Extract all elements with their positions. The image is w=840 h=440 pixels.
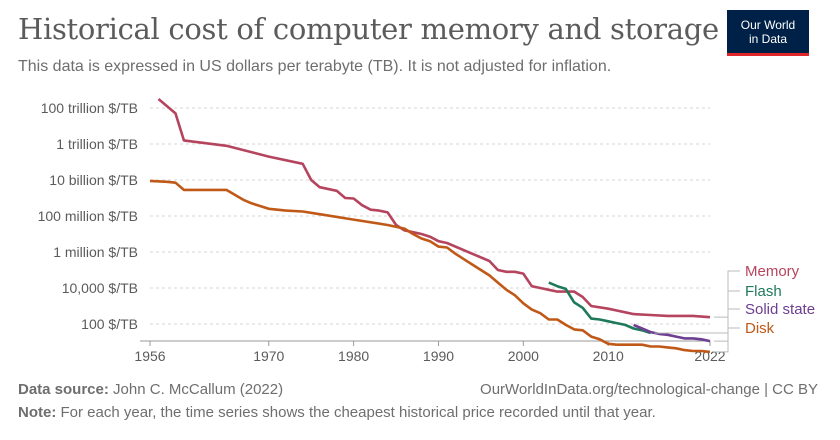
source-line: Data source: John C. McCallum (2022): [18, 381, 283, 398]
x-tick-label: 1980: [338, 348, 369, 364]
x-tick-label: 2010: [593, 348, 624, 364]
y-tick-label: 1 million $/TB: [53, 244, 138, 260]
label-connector: [714, 308, 740, 342]
x-tick-label: 1956: [134, 348, 165, 364]
chart-title: Historical cost of computer memory and s…: [18, 12, 719, 46]
logo-line-2: in Data: [748, 32, 788, 46]
y-tick-label: 100 million $/TB: [38, 208, 138, 224]
x-tick-label: 2000: [508, 348, 539, 364]
series-label-memory[interactable]: Memory: [745, 263, 800, 280]
url-link[interactable]: OurWorldInData.org/technological-change …: [480, 381, 818, 398]
owid-logo[interactable]: Our World in Data: [727, 10, 809, 56]
label-connector: [714, 270, 740, 318]
note-label: Note:: [18, 404, 57, 421]
y-tick-label: 100 $/TB: [81, 316, 138, 332]
y-tick-label: 1 trillion $/TB: [56, 136, 138, 152]
series-line-solid-state[interactable]: [633, 323, 711, 343]
gridlines: [150, 107, 710, 325]
label-connector: [714, 327, 740, 353]
chart-subtitle: This data is expressed in US dollars per…: [18, 58, 612, 75]
note-text: For each year, the time series shows the…: [60, 404, 656, 421]
y-tick-label: 100 trillion $/TB: [41, 100, 138, 116]
x-tick-label: 1970: [253, 348, 284, 364]
series-label-flash[interactable]: Flash: [745, 283, 782, 300]
series-line-disk[interactable]: [149, 179, 711, 354]
source-label: Data source:: [18, 381, 109, 398]
series-line-memory[interactable]: [157, 98, 711, 319]
y-tick-label: 10 billion $/TB: [49, 172, 138, 188]
series-label-solid-state[interactable]: Solid state: [745, 301, 815, 318]
note-line: Note: For each year, the time series sho…: [18, 404, 656, 421]
series-label-disk[interactable]: Disk: [745, 320, 775, 337]
series-line-flash[interactable]: [548, 281, 651, 335]
series-lines: [149, 98, 711, 354]
label-connector: [654, 290, 740, 334]
y-tick-label: 10,000 $/TB: [62, 280, 138, 296]
source-text[interactable]: John C. McCallum (2022): [113, 381, 284, 398]
x-tick-label: 1990: [423, 348, 454, 364]
y-axis-ticks: 100 $/TB 10,000 $/TB 1 million $/TB 100 mil…: [38, 100, 138, 332]
logo-line-1: Our World: [740, 18, 796, 32]
